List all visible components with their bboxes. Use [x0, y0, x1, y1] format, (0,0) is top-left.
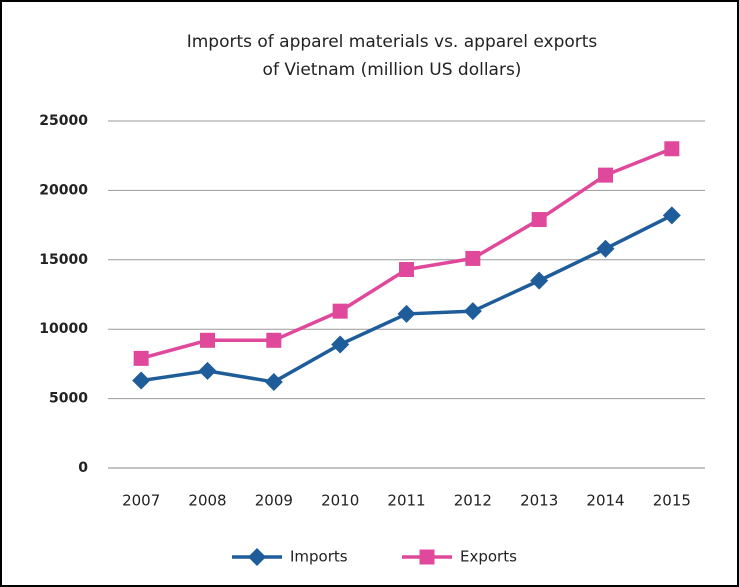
y-tick-label: 0	[78, 460, 88, 476]
x-tick-label: 2007	[122, 492, 160, 510]
legend-marker	[419, 549, 435, 565]
data-point	[133, 350, 149, 366]
legend-label: Imports	[290, 548, 348, 566]
data-point	[465, 250, 481, 266]
data-point	[264, 372, 283, 391]
data-point	[397, 304, 416, 323]
y-tick-label: 25000	[39, 113, 88, 129]
data-point	[198, 361, 217, 380]
y-tick-label: 5000	[49, 391, 88, 407]
legend-label: Exports	[460, 548, 517, 566]
data-point	[596, 239, 615, 258]
chart-title: Imports of apparel materials vs. apparel…	[187, 32, 598, 52]
x-tick-label: 2014	[586, 492, 624, 510]
x-tick-label: 2009	[255, 492, 293, 510]
x-tick-label: 2010	[321, 492, 359, 510]
data-point	[662, 206, 681, 225]
y-tick-label: 15000	[39, 252, 88, 268]
data-point	[200, 332, 215, 348]
x-tick-label: 2015	[653, 492, 691, 510]
data-point	[132, 371, 151, 390]
data-point	[332, 303, 348, 319]
data-point	[664, 141, 680, 157]
x-tick-label: 2013	[520, 492, 558, 510]
y-tick-label: 10000	[39, 321, 88, 337]
data-point	[531, 212, 547, 228]
data-point	[598, 167, 613, 183]
x-tick-label: 2011	[387, 492, 425, 510]
data-point	[266, 332, 282, 348]
x-tick-label: 2012	[454, 492, 492, 510]
legend-marker	[248, 548, 266, 566]
y-tick-label: 20000	[39, 182, 88, 198]
data-point	[530, 271, 549, 290]
data-point	[463, 302, 482, 321]
data-point	[331, 335, 350, 354]
x-tick-label: 2008	[188, 492, 226, 510]
data-point	[399, 262, 414, 278]
chart-title: of Vietnam (million US dollars)	[263, 60, 522, 80]
